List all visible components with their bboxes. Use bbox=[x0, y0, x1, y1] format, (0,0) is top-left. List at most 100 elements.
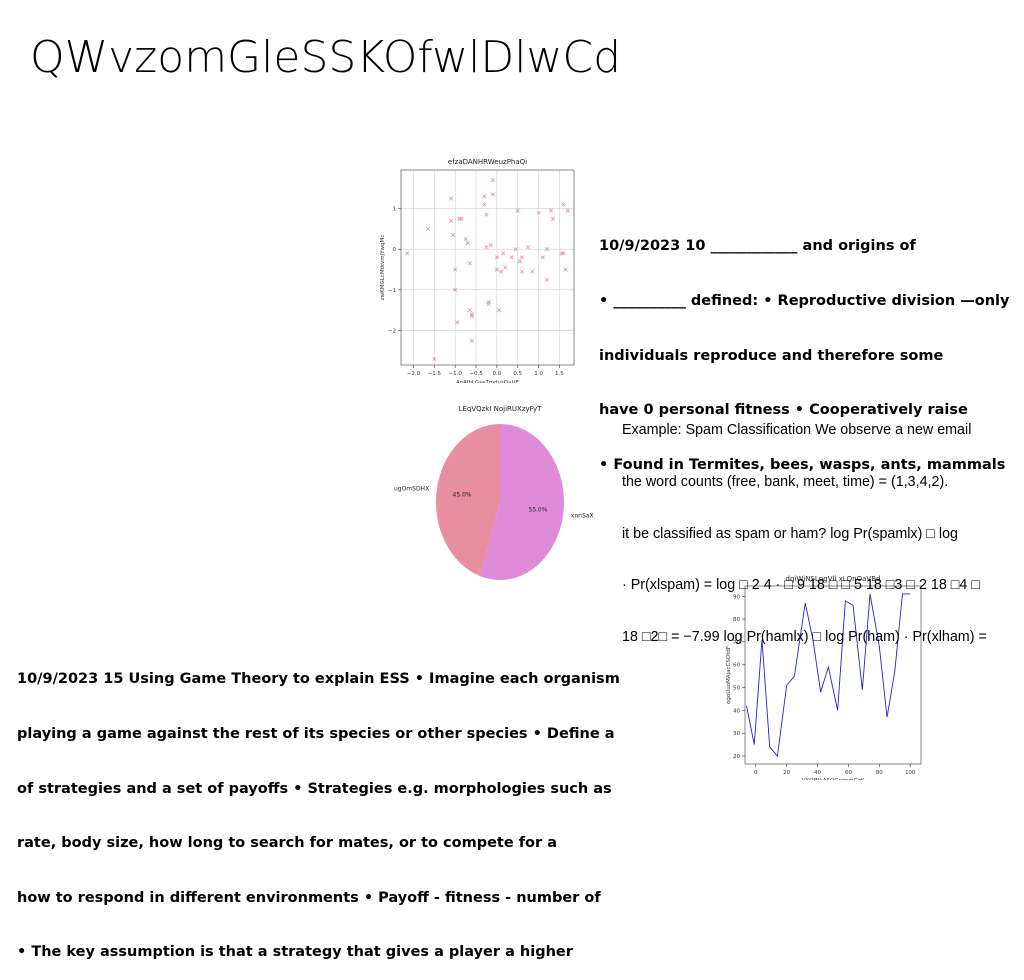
point-stroke bbox=[453, 267, 458, 272]
scatter-figure: efzaDANHRWeuzPhaQi −2.0 −1.5 −1.0 −0.5 0.0 0.5… bbox=[367, 153, 577, 386]
pie-chart: LEqVQzkI NojiRUXzyFyT 45.0% ugOmSDHX 55.0% x… bbox=[394, 405, 594, 580]
point-stroke bbox=[526, 245, 531, 250]
data-point bbox=[561, 202, 566, 207]
series-line bbox=[746, 593, 911, 758]
data-point bbox=[515, 208, 520, 213]
point-stroke bbox=[519, 269, 524, 274]
data-point bbox=[563, 267, 568, 272]
point-stroke bbox=[563, 267, 568, 272]
data-point bbox=[453, 287, 458, 292]
data-point bbox=[426, 226, 431, 231]
text-line: of strategies and a set of payoffs • Str… bbox=[17, 780, 612, 797]
point-stroke bbox=[469, 338, 474, 343]
y-axis-label: ogoUuoMAjacCSOtdF bbox=[726, 646, 732, 704]
data-point bbox=[448, 218, 454, 223]
pie-slice bbox=[436, 424, 500, 577]
y-tick-label: 70 bbox=[733, 640, 740, 646]
point-stroke bbox=[536, 210, 541, 215]
data-point bbox=[526, 245, 531, 250]
point-stroke bbox=[463, 236, 468, 242]
data-point bbox=[551, 216, 556, 221]
point-stroke bbox=[453, 287, 458, 292]
y-tick-label: 20 bbox=[733, 754, 740, 760]
y-tick-label: 50 bbox=[733, 686, 740, 692]
point-stroke bbox=[540, 255, 545, 260]
pie-slice bbox=[480, 424, 565, 580]
data-point bbox=[467, 261, 472, 266]
data-point bbox=[482, 202, 487, 207]
plot-frame bbox=[400, 169, 575, 366]
point-stroke bbox=[432, 356, 437, 361]
slice-label: ugOmSDHX bbox=[394, 485, 429, 492]
data-point bbox=[463, 236, 468, 242]
point-stroke bbox=[482, 202, 487, 207]
point-stroke bbox=[517, 259, 522, 264]
point-stroke bbox=[482, 194, 487, 199]
slice-value-label: 45.0% bbox=[453, 492, 472, 499]
point-stroke bbox=[530, 269, 535, 274]
x-tick-label: 1.0 bbox=[534, 371, 543, 377]
point-stroke bbox=[490, 178, 495, 183]
x-tick-label: 0.5 bbox=[513, 371, 522, 377]
text-line: individuals reproduce and therefore some bbox=[599, 347, 944, 364]
x-tick-label: 0 bbox=[754, 770, 758, 776]
data-point bbox=[467, 308, 472, 313]
point-stroke bbox=[496, 308, 502, 313]
text-line: the word counts (free, bank, meet, time)… bbox=[622, 474, 949, 491]
scatter-chart: efzaDANHRWeuzPhaQi −2.0 −1.5 −1.0 −0.5 0.0 0.5… bbox=[380, 158, 575, 386]
point-stroke bbox=[490, 192, 495, 197]
point-stroke bbox=[513, 247, 518, 252]
data-point bbox=[484, 212, 489, 217]
point-stroke bbox=[469, 314, 474, 319]
text-line: 18 □2□ = −7.99 log Pr(hamlx) □ log Pr(ha… bbox=[622, 628, 987, 645]
y-tick-label: −2 bbox=[388, 328, 396, 334]
point-stroke bbox=[405, 251, 410, 256]
text-block-social-insects: 10/9/2023 10 ____________ and origins of… bbox=[599, 201, 1009, 492]
point-stroke bbox=[544, 277, 549, 282]
chart-title: LEqVQzkI NojiRUXzyFyT bbox=[459, 405, 543, 413]
point-stroke bbox=[488, 243, 493, 248]
x-tick-label: −1.0 bbox=[449, 371, 463, 377]
text-line: · Pr(xlspam) = log □ 2 4 · □ 9 18 □ □ 5 … bbox=[622, 577, 980, 594]
point-stroke bbox=[451, 232, 456, 238]
y-tick-label: 60 bbox=[733, 663, 740, 669]
data-point bbox=[486, 301, 491, 307]
y-tick-label: 30 bbox=[733, 731, 740, 737]
x-tick-label: 80 bbox=[876, 770, 883, 776]
x-tick-label: 40 bbox=[814, 770, 821, 776]
text-line: 10/9/2023 15 Using Game Theory to explai… bbox=[17, 671, 620, 688]
data-point bbox=[519, 255, 524, 260]
data-point bbox=[496, 308, 502, 313]
data-point bbox=[540, 255, 545, 260]
chart-title: efzaDANHRWeuzPhaQi bbox=[448, 158, 527, 166]
x-tick-label: 100 bbox=[905, 770, 916, 776]
plot-frame bbox=[744, 585, 922, 765]
text-line: • The key assumption is that a strategy … bbox=[17, 944, 573, 961]
x-tick-label: −2.0 bbox=[407, 371, 421, 377]
point-stroke bbox=[484, 212, 489, 217]
data-point bbox=[509, 255, 514, 260]
text-line: 10/9/2023 10 ____________ and origins of bbox=[599, 238, 916, 255]
data-point bbox=[501, 251, 506, 256]
point-stroke bbox=[551, 216, 556, 221]
data-point bbox=[484, 245, 489, 250]
x-tick-label: 60 bbox=[845, 770, 852, 776]
data-point bbox=[459, 216, 464, 221]
point-stroke bbox=[503, 265, 508, 270]
point-stroke bbox=[561, 202, 566, 207]
data-point bbox=[453, 267, 458, 272]
data-point bbox=[488, 243, 493, 248]
point-stroke bbox=[484, 245, 489, 250]
y-tick-label: 40 bbox=[733, 708, 740, 714]
point-stroke bbox=[565, 208, 570, 213]
point-stroke bbox=[498, 269, 504, 274]
text-line: have 0 personal fitness • Cooperatively … bbox=[599, 402, 968, 419]
point-stroke bbox=[448, 218, 454, 223]
data-point bbox=[494, 267, 499, 272]
point-stroke bbox=[509, 255, 514, 260]
point-stroke bbox=[467, 308, 472, 313]
data-point bbox=[405, 251, 410, 256]
point-stroke bbox=[426, 226, 431, 231]
y-tick-label: −1 bbox=[388, 288, 396, 294]
point-stroke bbox=[519, 255, 524, 260]
